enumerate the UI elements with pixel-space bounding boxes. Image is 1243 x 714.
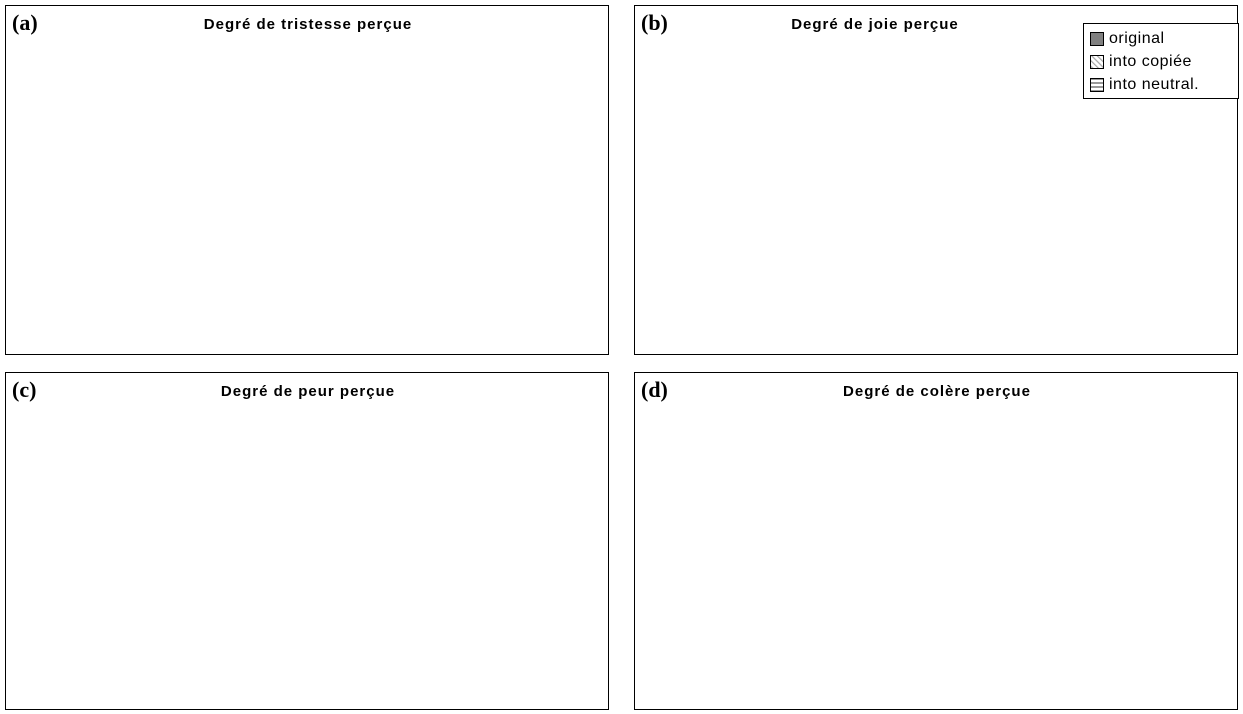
legend: original into copiée into neutral. — [1083, 23, 1239, 99]
panel-c: (c) Degré de peur perçue — [5, 372, 609, 710]
chart-svg-d — [635, 373, 1238, 710]
legend-item-neutral: into neutral. — [1090, 75, 1199, 95]
chart-title: Degré de colère perçue — [843, 383, 1031, 400]
legend-item-original: original — [1090, 29, 1165, 49]
panel-letter: (a) — [12, 10, 38, 35]
legend-label: original — [1109, 30, 1165, 47]
legend-swatch-copiee — [1090, 55, 1104, 69]
chart-svg-a — [6, 6, 609, 355]
legend-label: into copiée — [1109, 53, 1192, 70]
panel-letter: (c) — [12, 377, 37, 402]
panel-a: (a) Degré de tristesse perçue — [5, 5, 609, 355]
chart-title: Degré de joie perçue — [791, 16, 959, 33]
panel-d: (d) Degré de colère perçue — [634, 372, 1238, 710]
chart-title: Degré de peur perçue — [220, 383, 396, 400]
legend-swatch-neutral — [1090, 78, 1104, 92]
panel-letter: (d) — [641, 377, 668, 402]
legend-item-copiee: into copiée — [1090, 52, 1192, 72]
panel-letter: (b) — [641, 10, 668, 35]
chart-title: Degré de tristesse perçue — [203, 16, 413, 33]
legend-label: into neutral. — [1109, 76, 1200, 93]
chart-svg-c — [6, 373, 609, 710]
legend-swatch-original — [1090, 32, 1104, 46]
